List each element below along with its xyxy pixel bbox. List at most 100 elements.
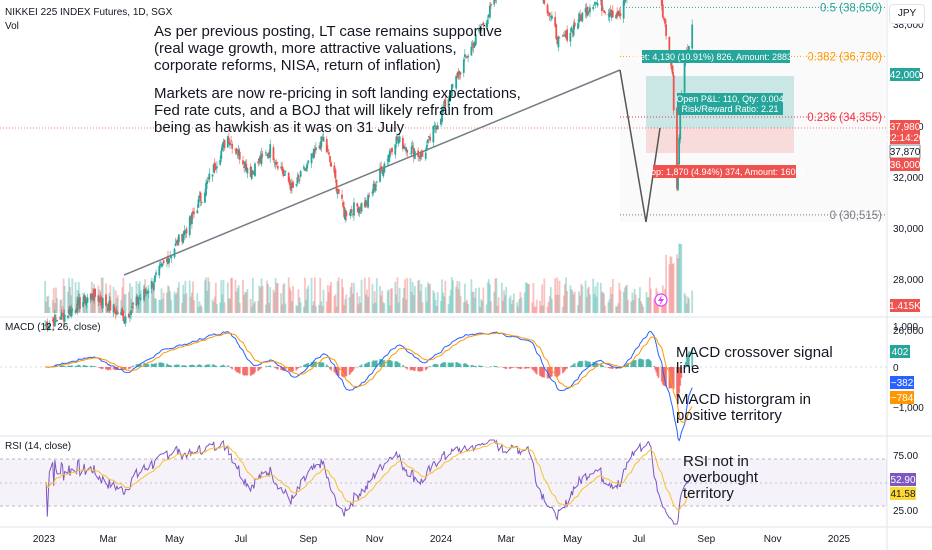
flash-icon[interactable] [654,293,668,307]
volume-bar [631,292,634,313]
macd-hist-bar [578,361,580,367]
macd-hist-bar [440,363,442,367]
volume-bar [678,243,681,313]
macd-hist-bar [678,367,681,394]
candle [216,166,218,168]
volume-bar [212,301,215,313]
candle [129,316,131,318]
volume-bar [335,306,338,313]
volume-bar [77,281,80,313]
candle [401,137,404,149]
volume-bar [433,292,436,313]
macd-hist-bar [304,364,306,367]
volume-bar [145,288,148,313]
rsi-line [45,439,693,525]
volume-bar [181,302,184,313]
macd-hist-bar [129,367,131,369]
candle [159,264,162,266]
volume-bar [561,306,564,313]
macd-hist-bar [101,367,104,369]
candle [459,72,462,75]
volume-bar [379,286,381,313]
volume-bar [113,303,116,313]
volume-bar [672,263,675,313]
volume-bar [524,282,527,313]
volume-bar [525,282,528,313]
macd-hist-bar [83,364,86,367]
candle [596,3,599,6]
macd-hist-bar [372,360,375,367]
time-axis[interactable]: 2023 Mar May Jul Sep Nov 2024 Mar May Jul Sep Nov 20… [33,534,851,545]
candle [283,173,286,176]
macd-hist-bar [82,365,85,367]
macd-hist-bar [85,365,88,367]
macd-hist-bar [143,363,145,367]
macd-hist-bar [206,364,209,367]
volume-bar [288,287,291,313]
volume-bar [341,278,343,313]
candle [337,189,340,194]
volume-bar [350,282,353,313]
volume-bar [297,289,300,313]
volume-bar [447,304,450,313]
macd-hist-bar [281,367,284,371]
macd-hist-bar [601,364,603,367]
macd-hist-bar [112,367,115,370]
volume-bar [158,299,161,313]
volume-bar [607,302,610,313]
currency-button[interactable]: JPY [889,4,925,24]
candle [330,162,333,167]
candle [236,154,239,155]
macd-hist-bar [246,367,249,376]
macd-hist-bar [457,363,460,367]
volume-bar [131,286,133,313]
badge-37870: 37,870 [890,147,921,158]
candle [261,154,264,156]
macd-hist-bar [169,365,172,367]
macd-hist-bar [313,361,316,367]
candle [482,22,485,26]
macd-hist-bar [59,365,62,367]
volume-bar [44,280,46,313]
macd-hist-bar [365,363,367,367]
candle [61,312,64,314]
macd-hist-bar [192,364,194,367]
candle [47,326,50,328]
candle [443,101,446,107]
volume-bar [503,290,505,313]
volume-bar [512,293,515,313]
macd-hist-bar [533,367,536,372]
candle [226,136,229,148]
volume-bar [169,291,172,313]
candle [566,29,569,41]
candle [115,310,118,315]
candle [46,321,49,329]
candle [273,162,276,163]
volume-bar [132,306,135,313]
macd-hist-bar [158,362,161,367]
macd-hist-bar [207,364,210,367]
volume-bar [403,288,405,313]
candle [60,312,63,320]
macd-hist-bar [109,367,112,370]
candle [122,311,125,322]
trend-line[interactable] [123,69,621,276]
macd-hist-bar [349,367,352,374]
candle [572,24,575,36]
macd-hist-bar [320,362,323,367]
macd-hist-bar [117,367,119,370]
candle [113,307,116,311]
candle [471,44,474,46]
macd-hist-bar [146,363,149,367]
macd-hist-bar [646,358,649,367]
x-tick-label: 2025 [828,534,851,545]
candle [665,24,667,36]
macd-hist-bar [639,358,641,367]
volume-bar [527,283,529,313]
volume-bar [318,304,321,313]
volume-bar [531,302,534,313]
candle [257,161,260,164]
volume-bar [421,302,424,313]
candle [94,289,97,297]
